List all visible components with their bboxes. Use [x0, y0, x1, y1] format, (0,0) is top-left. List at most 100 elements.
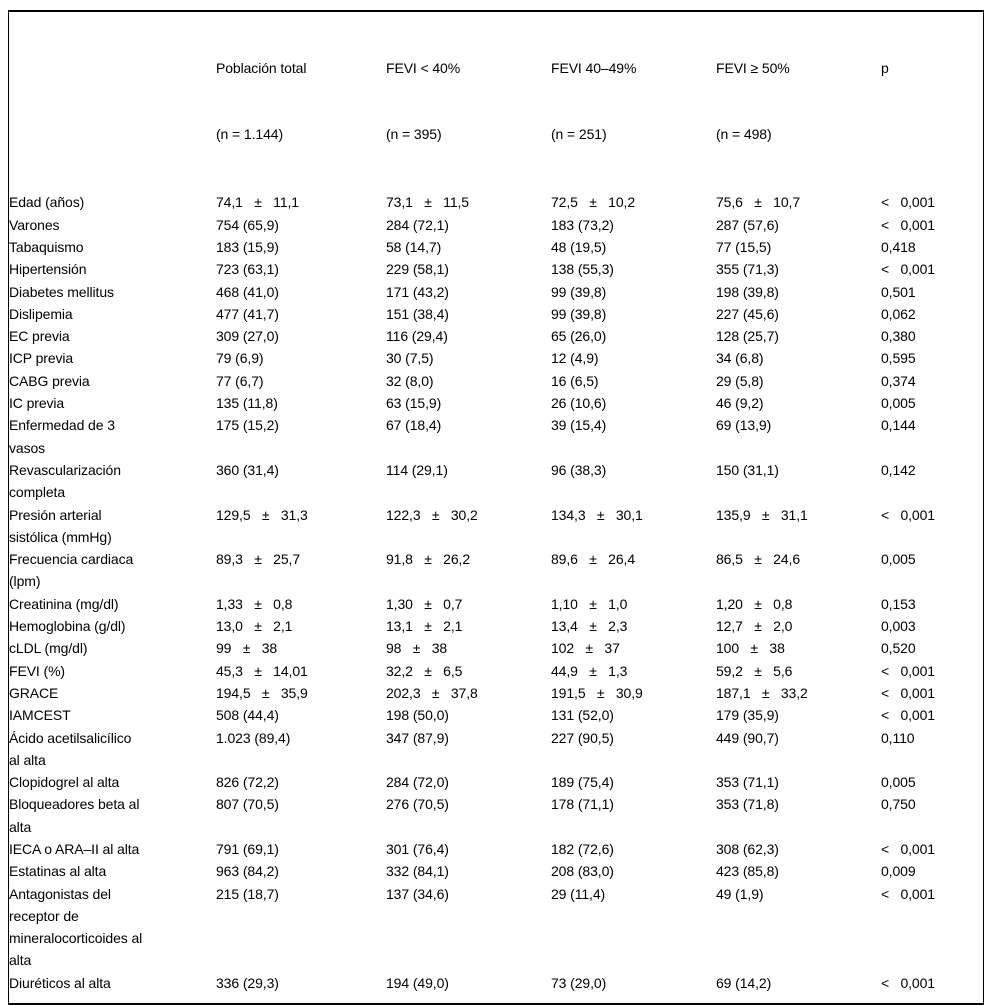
row-cell: 13,4 ± 2,3	[551, 618, 628, 635]
row-cell: 69 (14,2)	[716, 974, 772, 991]
row-cell: 1,10 ± 1,0	[551, 595, 628, 612]
row-cell: 0,009	[881, 863, 916, 880]
row-cell: 308 (62,3)	[716, 840, 779, 857]
row-cell: 0,153	[881, 595, 916, 612]
table-row: Edad (años) 74,1 ± 11,1 73,1 ± 11,5 72,5 ± …	[9, 190, 983, 213]
column-header-poblacion-total: Población total (n = 1.144)	[216, 12, 386, 190]
row-label: Varones	[9, 216, 60, 233]
row-cell: 791 (69,1)	[216, 840, 279, 857]
row-cell: 135 (11,8)	[216, 395, 278, 412]
row-cell: 182 (72,6)	[551, 840, 614, 857]
row-cell: 1,33 ± 0,8	[216, 595, 293, 612]
row-label: Diuréticos al alta	[9, 974, 111, 991]
row-label: Hipertensión	[9, 261, 87, 278]
column-n: (n = 395)	[386, 126, 442, 143]
table-row: Presión arterial sistólica (mmHg) 129,5 ±…	[9, 504, 983, 549]
row-cell: 13,0 ± 2,1	[216, 618, 293, 635]
row-cell: < 0,001	[881, 194, 935, 211]
row-cell: 67 (18,4)	[386, 417, 442, 434]
row-cell: 128 (25,7)	[716, 328, 779, 345]
row-label: EC previa	[9, 328, 70, 345]
row-label: Presión arterial sistólica (mmHg)	[9, 506, 112, 545]
column-header-empty	[9, 12, 216, 190]
table-row: Varones 754 (65,9) 284 (72,1) 183 (73,2) 287…	[9, 214, 983, 236]
row-cell: 0,520	[881, 640, 916, 657]
row-label: Diabetes mellitus	[9, 283, 114, 300]
column-header-fevi-ge-50: FEVI ≥ 50% (n = 498)	[716, 12, 881, 190]
row-cell: < 0,001	[881, 662, 935, 679]
row-cell: 32,2 ± 6,5	[386, 662, 463, 679]
row-cell: 0,005	[881, 551, 916, 568]
row-cell: < 0,001	[881, 885, 935, 902]
row-cell: 353 (71,8)	[716, 796, 779, 813]
column-header-p-value: p	[881, 12, 983, 190]
row-label: Frecuencia cardiaca (lpm)	[9, 551, 134, 590]
row-cell: 826 (72,2)	[216, 774, 279, 791]
row-cell: 86,5 ± 24,6	[716, 551, 801, 568]
row-cell: 73,1 ± 11,5	[386, 194, 469, 211]
row-cell: < 0,001	[881, 216, 935, 233]
row-cell: 129,5 ± 31,3	[216, 506, 308, 523]
row-cell: 116 (29,4)	[386, 328, 448, 345]
table-body: Edad (años) 74,1 ± 11,1 73,1 ± 11,5 72,5 ± …	[9, 190, 983, 1003]
row-cell: 309 (27,0)	[216, 328, 279, 345]
row-label: GRACE	[9, 684, 59, 701]
table-row: Enfermedad de 3 vasos 175 (15,2) 67 (18,4)…	[9, 414, 983, 459]
row-cell: 99 ± 38	[216, 640, 278, 657]
row-cell: 0,142	[881, 461, 916, 478]
row-cell: 75,6 ± 10,7	[716, 194, 801, 211]
table-row: Estatinas al alta 963 (84,2) 332 (84,1) 208…	[9, 860, 983, 882]
table-row: GRACE 194,5 ± 35,9 202,3 ± 37,8 191,5 ± 30,…	[9, 682, 983, 704]
row-label: Clopidogrel al alta	[9, 774, 120, 791]
row-cell: 175 (15,2)	[216, 417, 279, 434]
table-row: Dislipemia 477 (41,7) 151 (38,4) 99 (39,8) 2…	[9, 303, 983, 325]
row-label: FEVI (%)	[9, 662, 65, 679]
row-cell: 194,5 ± 35,9	[216, 684, 308, 701]
row-cell: 1.023 (89,4)	[216, 729, 291, 746]
column-title: FEVI < 40%	[386, 59, 461, 76]
table-row: ICP previa 79 (6,9) 30 (7,5) 12 (4,9) 34 (6,…	[9, 347, 983, 369]
row-cell: 12 (4,9)	[551, 350, 599, 367]
column-title: FEVI 40–49%	[551, 59, 637, 76]
table-row: Tabaquismo 183 (15,9) 58 (14,7) 48 (19,5) 77…	[9, 236, 983, 258]
column-title: p	[881, 59, 889, 76]
row-cell: 98 ± 38	[386, 640, 448, 657]
row-cell: 69 (13,9)	[716, 417, 772, 434]
column-header-fevi-lt-40: FEVI < 40% (n = 395)	[386, 12, 551, 190]
row-cell: 332 (84,1)	[386, 863, 449, 880]
row-label: IAMCEST	[9, 707, 71, 724]
row-cell: 194 (49,0)	[386, 974, 449, 991]
table-row: Diuréticos al alta 336 (29,3) 194 (49,0) 73…	[9, 972, 983, 1003]
clinical-data-table: Población total (n = 1.144) FEVI < 40% (…	[9, 12, 983, 1003]
row-cell: < 0,001	[881, 840, 935, 857]
row-cell: 134,3 ± 30,1	[551, 506, 643, 523]
table-row: Diabetes mellitus 468 (41,0) 171 (43,2) 99 …	[9, 281, 983, 303]
row-cell: 723 (63,1)	[216, 261, 279, 278]
table-row: Frecuencia cardiaca (lpm) 89,3 ± 25,7 91,8…	[9, 548, 983, 593]
row-cell: 287 (57,6)	[716, 216, 779, 233]
row-label: Edad (años)	[9, 194, 85, 211]
row-cell: < 0,001	[881, 506, 935, 523]
column-header-fevi-40-49: FEVI 40–49% (n = 251)	[551, 12, 716, 190]
row-cell: 198 (50,0)	[386, 707, 449, 724]
row-label: cLDL (mg/dl)	[9, 640, 88, 657]
table-row: Ácido acetilsalicílico al alta 1.023 (89,…	[9, 727, 983, 772]
row-cell: 284 (72,1)	[386, 216, 449, 233]
row-cell: 138 (55,3)	[551, 261, 614, 278]
header-row: Población total (n = 1.144) FEVI < 40% (…	[9, 12, 983, 190]
row-cell: 1,30 ± 0,7	[386, 595, 463, 612]
row-cell: 187,1 ± 33,2	[716, 684, 808, 701]
row-cell: 89,6 ± 26,4	[551, 551, 636, 568]
row-cell: 423 (85,8)	[716, 863, 779, 880]
row-cell: 45,3 ± 14,01	[216, 662, 308, 679]
row-cell: 13,1 ± 2,1	[386, 618, 463, 635]
row-cell: 963 (84,2)	[216, 863, 279, 880]
row-cell: 183 (15,9)	[216, 238, 279, 255]
row-cell: 29 (5,8)	[716, 372, 764, 389]
row-cell: 46 (9,2)	[716, 395, 764, 412]
row-cell: 355 (71,3)	[716, 261, 779, 278]
row-cell: 0,374	[881, 372, 916, 389]
row-cell: 0,005	[881, 395, 916, 412]
row-cell: 72,5 ± 10,2	[551, 194, 636, 211]
row-cell: 26 (10,6)	[551, 395, 607, 412]
